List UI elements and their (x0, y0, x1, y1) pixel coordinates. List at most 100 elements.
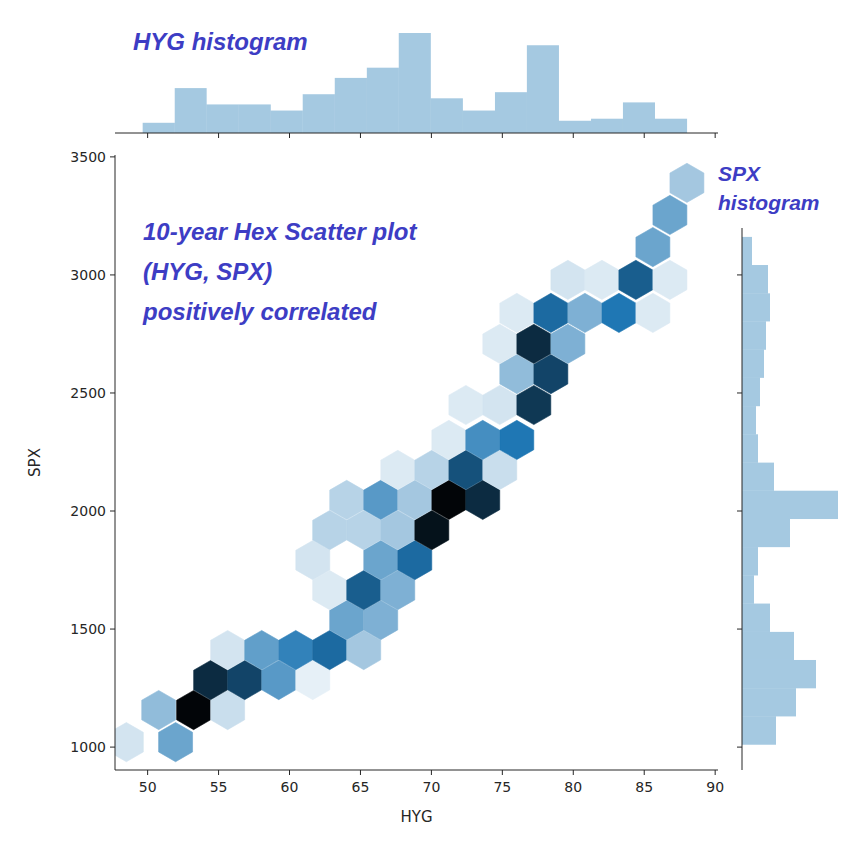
hex-cell (483, 324, 517, 363)
top-marginal-axis-line (115, 133, 718, 134)
hex-cell (245, 630, 279, 669)
hex-cell (517, 385, 551, 424)
x-tick-label: 90 (706, 779, 724, 795)
x-histogram-bar (175, 88, 207, 133)
y-histogram-bar (742, 321, 766, 349)
annotation: 10-year Hex Scatter plot (143, 218, 417, 245)
y-histogram-bar (742, 293, 770, 321)
x-tick (147, 770, 148, 775)
x-tick (218, 770, 219, 775)
top-marginal-tick (218, 133, 219, 138)
hex-cell (585, 260, 619, 299)
x-tick (644, 770, 645, 775)
right-marginal-tick (737, 629, 742, 630)
y-histogram-bar (742, 434, 758, 462)
right-marginal-tick (737, 392, 742, 393)
top-marginal-tick (502, 133, 503, 138)
y-tick-label: 2000 (70, 503, 106, 519)
y-tick (110, 747, 115, 748)
y-histogram-bar (742, 463, 774, 491)
y-histogram-bar (742, 604, 770, 632)
right-marginal-tick (737, 747, 742, 748)
top-marginal-tick (147, 133, 148, 138)
x-tick-label: 75 (493, 779, 511, 795)
x-tick (573, 770, 574, 775)
annotation: (HYG, SPX) (143, 258, 272, 285)
x-histogram-bar (239, 104, 271, 133)
x-histogram-bar (591, 119, 623, 133)
y-histogram-bar (742, 237, 752, 265)
hex-cell (670, 163, 704, 202)
x-axis-label: HYG (400, 808, 432, 826)
x-tick-label: 60 (281, 779, 299, 795)
annotation: histogram (718, 191, 820, 214)
hex-cell (483, 385, 517, 424)
hex-cells (115, 163, 704, 761)
hex-cell (517, 324, 551, 363)
y-histogram-bar (742, 491, 838, 519)
x-tick-label: 55 (210, 779, 228, 795)
top-marginal-tick (715, 133, 716, 138)
y-histogram-bar (742, 265, 768, 293)
annotation: SPX (718, 162, 762, 185)
x-tick (289, 770, 290, 775)
x-histogram-bar (335, 78, 367, 133)
y-tick-label: 2500 (70, 385, 106, 401)
hex-cell (534, 293, 568, 332)
annotation: positively correlated (142, 298, 378, 325)
x-tick-label: 85 (635, 779, 653, 795)
x-tick (360, 770, 361, 775)
x-tick-label: 80 (564, 779, 582, 795)
x-histogram-bar (495, 92, 527, 133)
x-histogram-bar (207, 104, 239, 133)
hex-cell (115, 723, 143, 762)
x-tick-label: 50 (139, 779, 157, 795)
right-marginal-tick (737, 274, 742, 275)
y-histogram-bar (742, 716, 776, 744)
y-axis-line (115, 155, 116, 770)
top-marginal-tick (360, 133, 361, 138)
top-marginal-tick (573, 133, 574, 138)
y-histogram-bar (742, 632, 794, 660)
x-axis-line (115, 770, 718, 771)
x-histogram-bar (303, 94, 335, 133)
hex-cell (381, 450, 415, 489)
y-tick (110, 274, 115, 275)
x-histogram-bar (431, 98, 463, 133)
hex-cell (449, 385, 483, 424)
x-histogram-bar (463, 111, 495, 133)
hex-cell (636, 293, 670, 332)
hex-cell (432, 420, 466, 459)
right-marginal-axis-line (742, 228, 743, 770)
y-tick-label: 1000 (70, 739, 106, 755)
right-marginal-tick (737, 511, 742, 512)
y-tick (110, 156, 115, 157)
x-tick (502, 770, 503, 775)
x-histogram-bar (367, 68, 399, 133)
x-tick-label: 70 (422, 779, 440, 795)
hex-cell (466, 420, 500, 459)
y-histogram-bar (742, 575, 754, 603)
hex-cell (211, 630, 245, 669)
x-histogram-bar (399, 33, 431, 133)
y-tick (110, 511, 115, 512)
hex-cell (330, 480, 364, 519)
y-histogram-bar (742, 688, 796, 716)
x-histogram-bar (623, 102, 655, 133)
y-tick (110, 392, 115, 393)
y-tick-label: 3000 (70, 267, 106, 283)
x-tick (431, 770, 432, 775)
hex-cell (619, 260, 653, 299)
top-marginal-tick (289, 133, 290, 138)
x-histogram-bar (271, 111, 303, 133)
hex-cell (142, 690, 176, 729)
hex-cell (551, 324, 585, 363)
y-tick-label: 3500 (70, 149, 106, 165)
hex-cell (653, 260, 687, 299)
x-histogram-bar (527, 45, 559, 133)
x-histogram-bar (143, 123, 175, 133)
x-histogram-bar (559, 121, 591, 133)
hex-cell (602, 293, 636, 332)
y-histogram-bar (742, 350, 764, 378)
y-histogram-bar (742, 406, 756, 434)
